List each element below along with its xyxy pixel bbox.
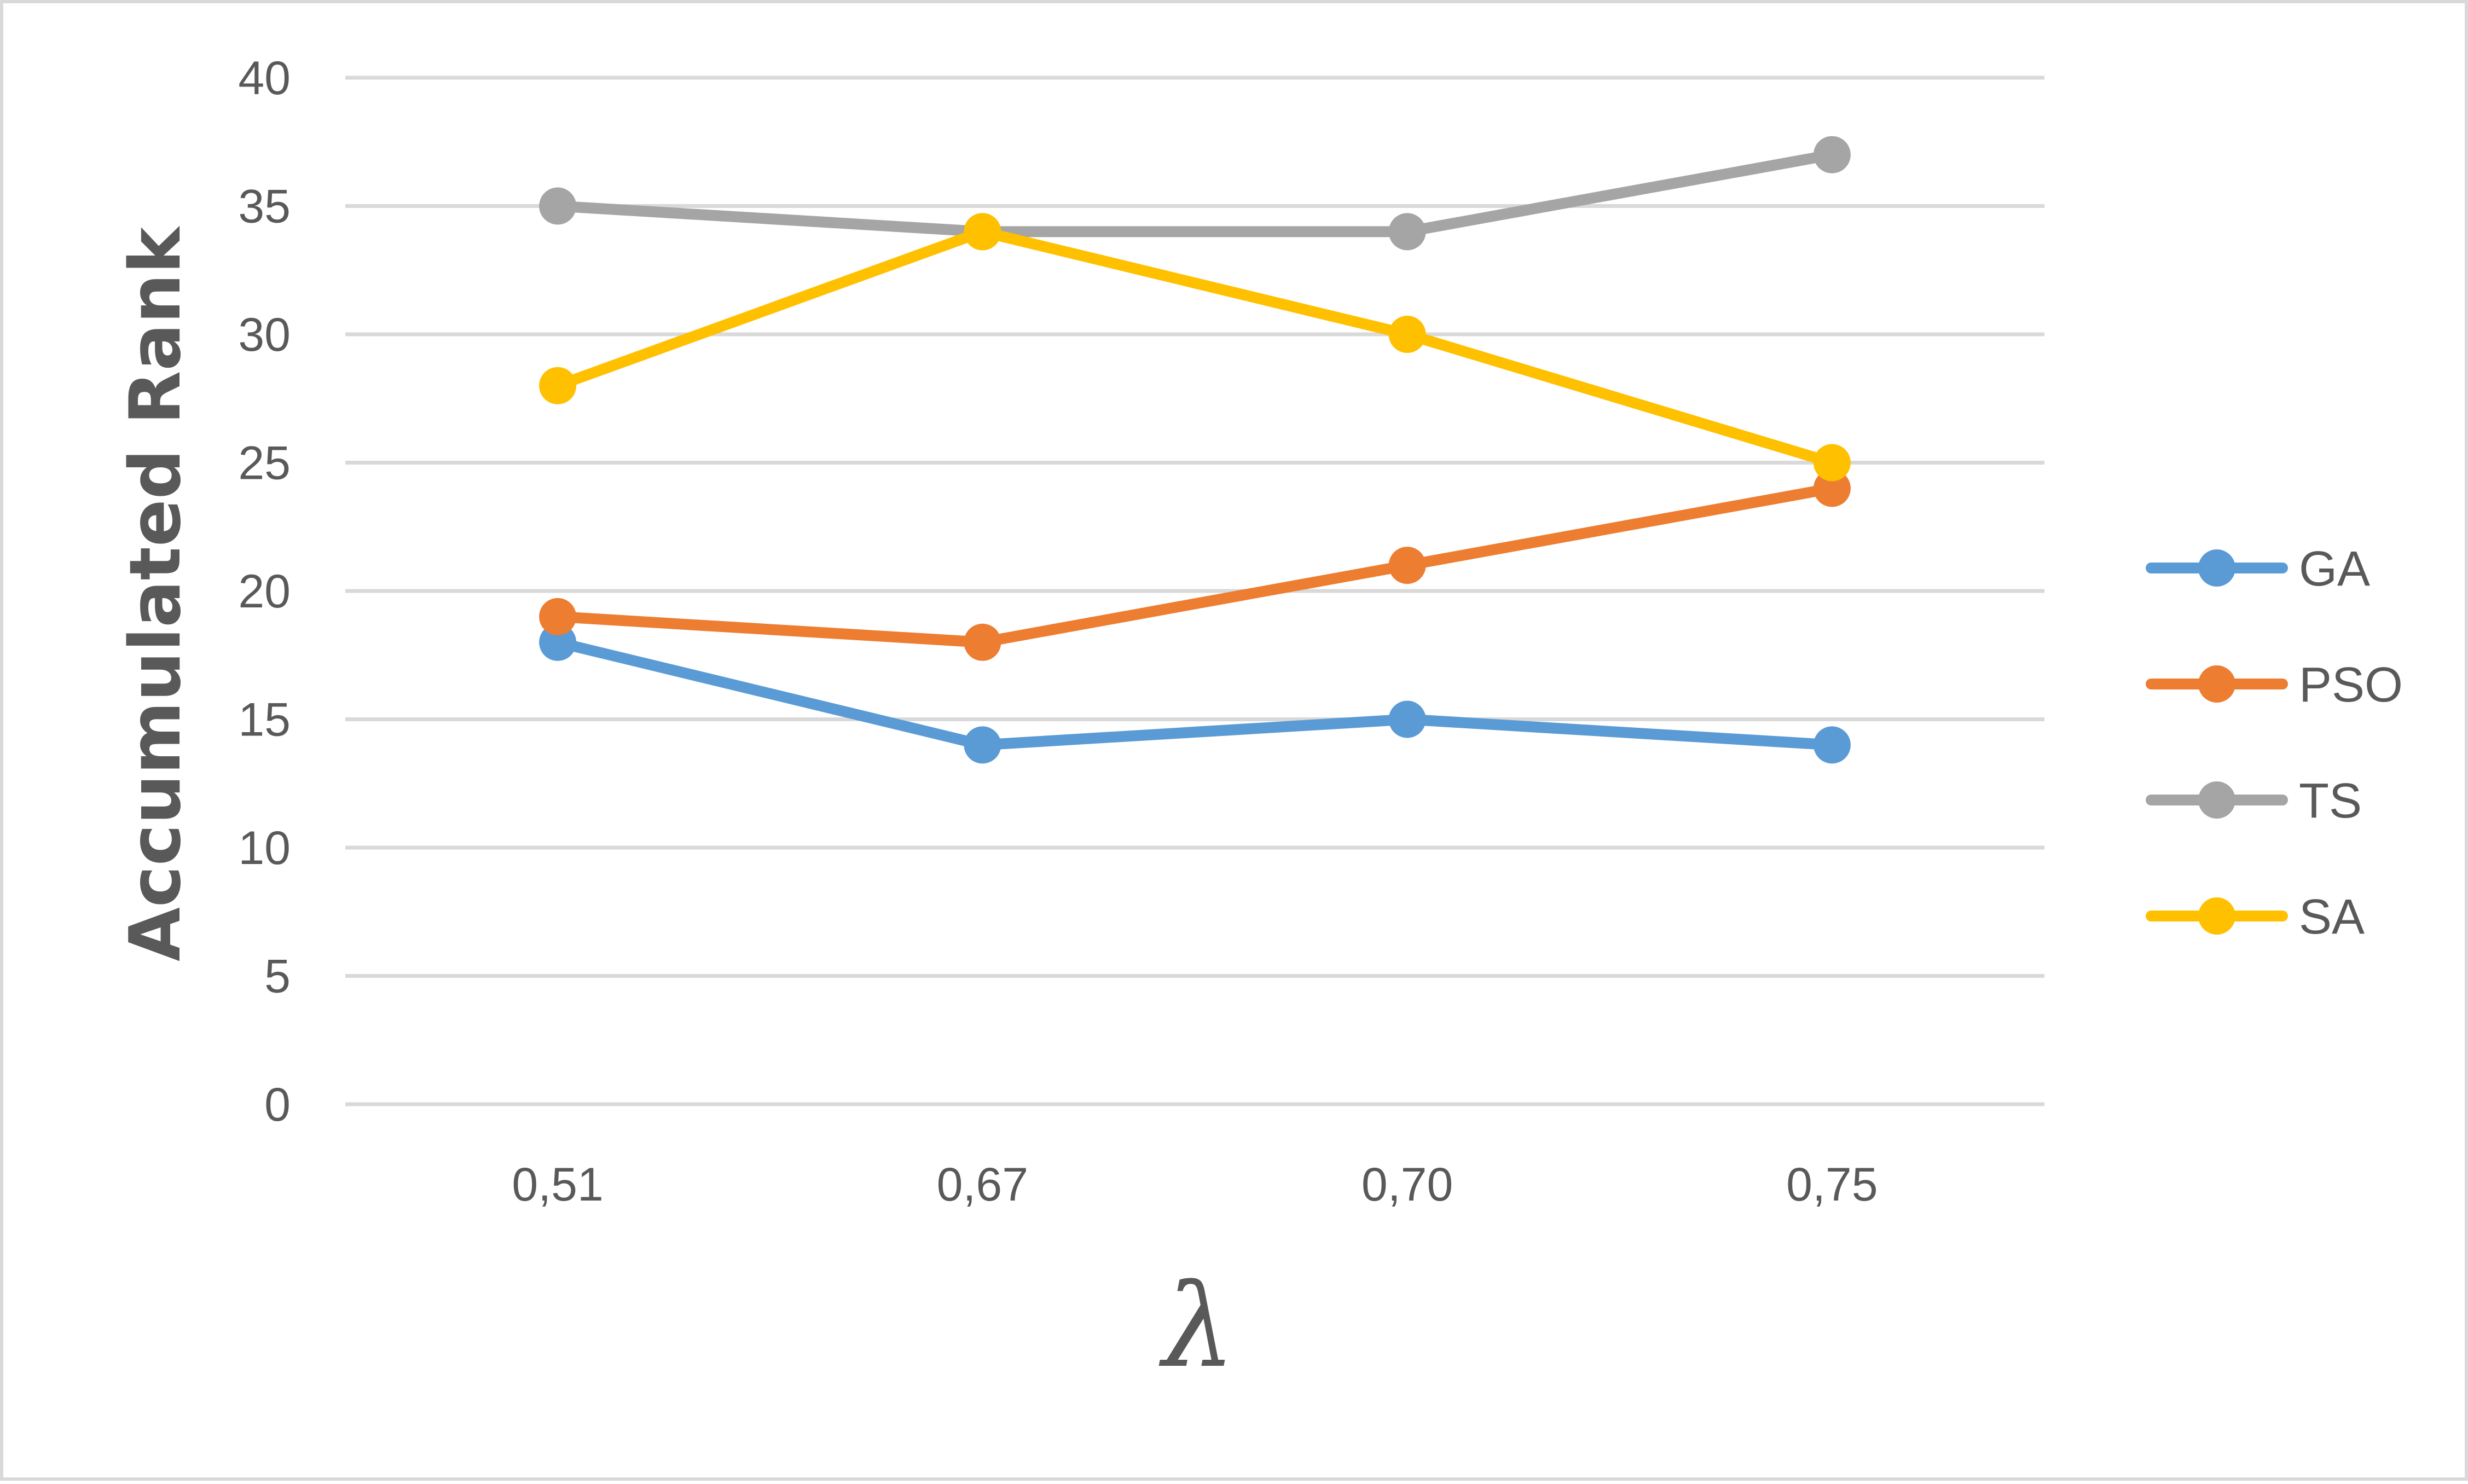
legend-item-ga: GA bbox=[2146, 542, 2370, 596]
y-tick-label: 35 bbox=[238, 181, 291, 233]
data-point-pso bbox=[964, 623, 1001, 661]
y-tick-label: 40 bbox=[238, 52, 291, 105]
x-axis-ticks: 0,51 0,67 0,70 0,75 bbox=[512, 1158, 1878, 1211]
data-point-ts bbox=[539, 187, 577, 225]
y-tick-label: 15 bbox=[238, 694, 291, 746]
y-tick-label: 25 bbox=[238, 437, 291, 490]
data-point-sa bbox=[964, 213, 1001, 251]
legend-label: TS bbox=[2299, 774, 2362, 828]
data-point-ga bbox=[539, 623, 577, 661]
series-ts bbox=[539, 136, 1851, 251]
x-tick-label: 0,67 bbox=[937, 1158, 1028, 1211]
y-tick-label: 0 bbox=[264, 1079, 291, 1131]
y-tick-label: 10 bbox=[238, 822, 291, 874]
legend-label: SA bbox=[2299, 890, 2365, 944]
legend-swatch-marker bbox=[2198, 781, 2235, 819]
data-point-ga bbox=[1813, 726, 1851, 764]
legend-swatch-marker bbox=[2198, 665, 2235, 703]
legend-item-pso: PSO bbox=[2146, 658, 2403, 712]
legend: GA PSO TS SA bbox=[2146, 542, 2403, 944]
series-line-ga bbox=[552, 636, 1838, 751]
data-point-sa bbox=[539, 367, 577, 404]
legend-swatch-marker bbox=[2198, 897, 2235, 935]
legend-label: GA bbox=[2299, 542, 2370, 596]
data-point-sa bbox=[1813, 444, 1851, 482]
x-tick-label: 0,51 bbox=[512, 1158, 603, 1211]
data-point-pso bbox=[1388, 547, 1426, 584]
y-axis-title: Accumulated Rank bbox=[115, 225, 196, 961]
data-point-pso bbox=[1813, 469, 1851, 507]
series-line-ts bbox=[552, 149, 1838, 237]
data-point-sa bbox=[1388, 316, 1426, 353]
legend-item-ts: TS bbox=[2146, 774, 2362, 828]
data-point-pso bbox=[539, 598, 577, 635]
series-lines bbox=[539, 136, 1851, 764]
gridlines bbox=[345, 76, 2044, 1106]
x-tick-label: 0,70 bbox=[1362, 1158, 1453, 1211]
x-axis-title: λ bbox=[1158, 1259, 1235, 1393]
data-point-ga bbox=[1388, 700, 1426, 738]
x-tick-label: 0,75 bbox=[1786, 1158, 1878, 1211]
data-point-ga bbox=[964, 726, 1001, 764]
series-ga bbox=[539, 623, 1851, 764]
series-pso bbox=[539, 469, 1851, 661]
legend-swatch-marker bbox=[2198, 549, 2235, 587]
y-tick-label: 20 bbox=[238, 565, 291, 618]
series-sa bbox=[539, 213, 1851, 482]
legend-item-sa: SA bbox=[2146, 890, 2365, 944]
data-point-ts bbox=[1388, 213, 1426, 251]
y-tick-label: 5 bbox=[264, 950, 291, 1003]
y-axis-ticks: 0 5 10 15 20 25 30 35 40 bbox=[238, 52, 291, 1131]
y-tick-label: 30 bbox=[238, 309, 291, 361]
series-line-pso bbox=[552, 483, 1838, 648]
legend-label: PSO bbox=[2299, 658, 2403, 712]
series-line-sa bbox=[552, 226, 1838, 468]
data-point-ts bbox=[1813, 136, 1851, 173]
line-chart: 0 5 10 15 20 25 30 35 40 0,51 0,67 0,70 0,75 GA PSO T… bbox=[115, 52, 2403, 1393]
